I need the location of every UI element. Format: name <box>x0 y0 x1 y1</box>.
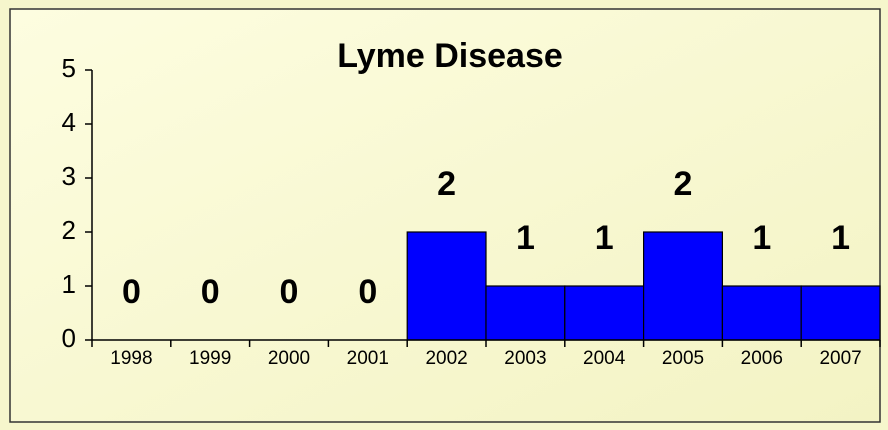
x-tick-label: 2000 <box>268 348 310 369</box>
y-tick-label: 4 <box>62 107 76 137</box>
y-tick-label: 2 <box>62 215 76 245</box>
data-label: 0 <box>280 273 299 311</box>
x-tick-label: 2004 <box>583 348 626 369</box>
chart-title: Lyme Disease <box>337 37 563 75</box>
data-label: 1 <box>831 219 850 257</box>
x-tick-label: 2003 <box>504 348 546 369</box>
data-label: 2 <box>437 165 456 203</box>
y-tick-label: 0 <box>62 323 76 353</box>
bar <box>800 285 881 341</box>
y-tick-label: 1 <box>62 269 76 299</box>
data-label: 1 <box>752 219 771 257</box>
x-tick-label: 2001 <box>347 348 389 369</box>
x-tick-label: 2006 <box>741 348 783 369</box>
x-tick-label: 1998 <box>110 348 152 369</box>
data-label: 2 <box>674 165 693 203</box>
data-label: 0 <box>201 273 220 311</box>
data-label: 0 <box>122 273 141 311</box>
y-tick-label: 3 <box>62 161 76 191</box>
y-tick-label: 5 <box>62 53 76 83</box>
bar <box>564 285 645 341</box>
data-label: 1 <box>595 219 614 257</box>
x-tick-label: 2002 <box>425 348 467 369</box>
bar <box>485 285 566 341</box>
bar <box>406 231 487 341</box>
bar <box>642 231 723 341</box>
bar <box>721 285 802 341</box>
x-tick-label: 2005 <box>662 348 704 369</box>
data-label: 1 <box>516 219 535 257</box>
x-tick-label: 2007 <box>819 348 861 369</box>
chart-frame <box>9 8 881 423</box>
data-label: 0 <box>358 273 377 311</box>
x-tick-label: 1999 <box>189 348 231 369</box>
